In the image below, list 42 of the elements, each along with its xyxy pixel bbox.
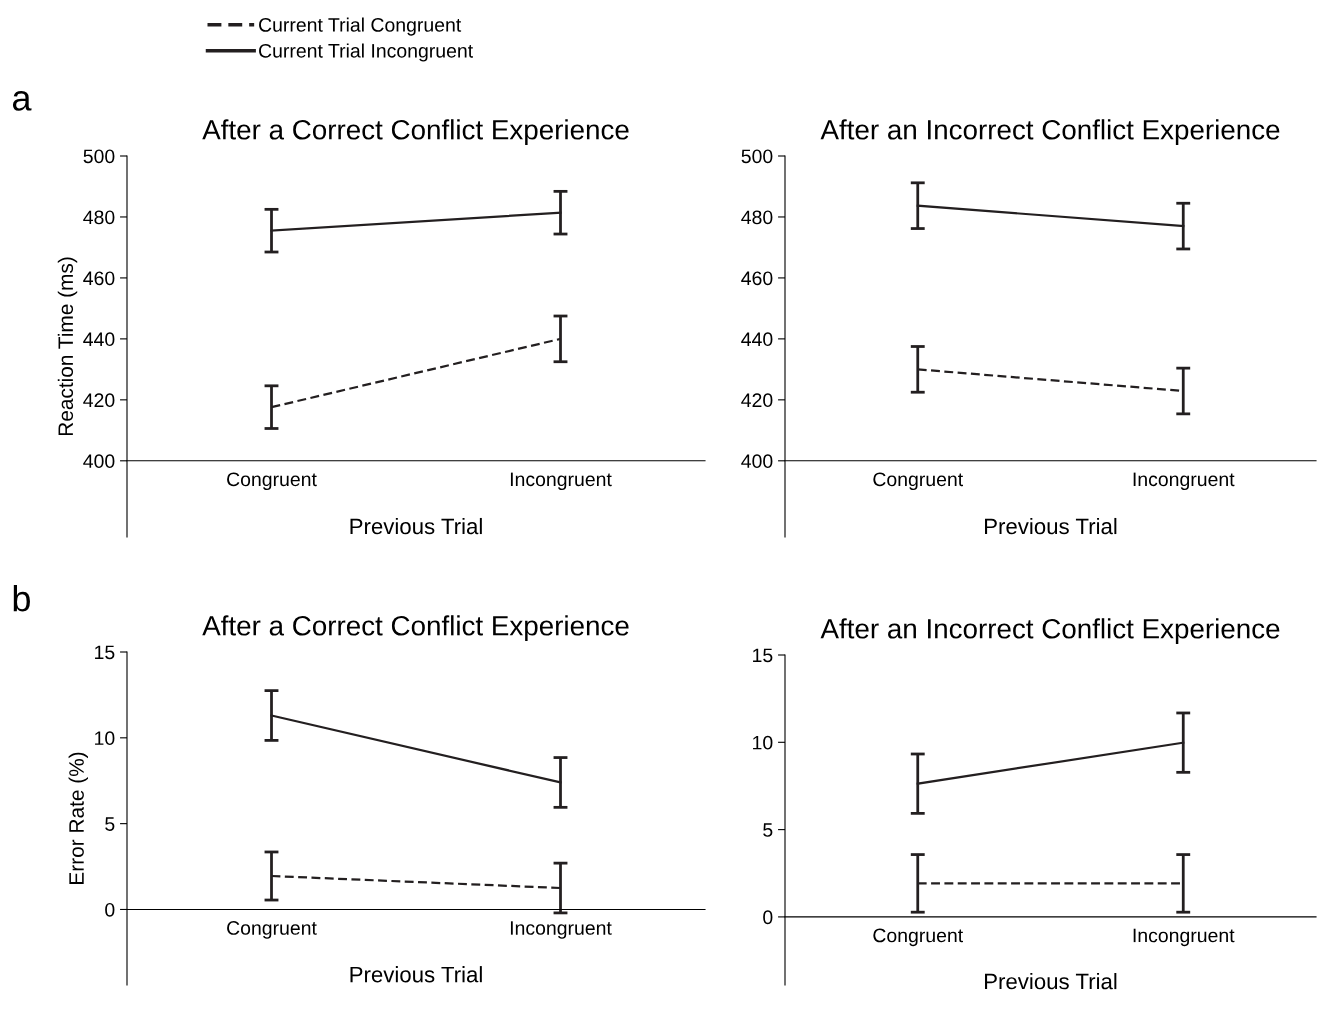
x-tick-label: Congruent: [873, 928, 964, 947]
x-tick-label: Incongruent: [1133, 472, 1235, 491]
y-tick-label: 480: [741, 210, 773, 225]
y-tick-label: 10: [95, 731, 115, 746]
chart-title: After an Incorrect Conflict Experience: [820, 119, 1280, 146]
y-tick-label: 440: [741, 332, 773, 347]
text: a: [12, 90, 32, 111]
y-tick-label: 0: [763, 910, 773, 925]
y-tick-label: 10: [753, 735, 773, 750]
x-axis-title: Previous Trial: [985, 973, 1117, 990]
x-axis-title: Previous Trial: [350, 517, 482, 535]
x-tick-label: Congruent: [873, 472, 964, 491]
x-axis-title: Previous Trial: [985, 517, 1117, 535]
y-tick-label: 440: [83, 332, 115, 347]
y-tick-label: 420: [741, 393, 773, 408]
x-tick-label: Incongruent: [510, 472, 612, 491]
y-tick-label: 15: [95, 645, 115, 660]
y-tick-label: 15: [753, 648, 773, 663]
y-tick-label: 500: [83, 149, 115, 164]
x-tick-label: Incongruent: [1133, 928, 1235, 947]
x-tick-label: Congruent: [227, 472, 317, 491]
y-tick-label: 5: [105, 817, 115, 831]
y-tick-label: 400: [83, 454, 115, 469]
y-axis-title: Reaction Time (ms): [57, 257, 78, 436]
legend-label: Current Trial Congruent: [259, 17, 462, 36]
y-tick-label: 400: [741, 454, 773, 469]
y-tick-label: 0: [105, 902, 115, 917]
chart-title: After an Incorrect Conflict Experience: [820, 618, 1280, 645]
y-tick-label: 5: [763, 823, 773, 837]
x-tick-label: Incongruent: [510, 921, 612, 939]
chart-title: After a Correct Conflict Experience: [202, 119, 629, 146]
x-tick-label: Congruent: [227, 921, 317, 939]
y-tick-label: 500: [741, 149, 773, 164]
x-axis-title: Previous Trial: [350, 966, 482, 983]
y-tick-label: 460: [741, 271, 773, 286]
y-tick-label: 420: [83, 393, 115, 408]
legend-label: Current Trial Incongruent: [259, 43, 473, 62]
chart-title: After a Correct Conflict Experience: [202, 615, 629, 642]
y-tick-label: 460: [83, 271, 115, 286]
text: b: [13, 585, 30, 612]
y-axis-title: Error Rate (%): [68, 752, 88, 884]
y-tick-label: 480: [83, 210, 115, 225]
